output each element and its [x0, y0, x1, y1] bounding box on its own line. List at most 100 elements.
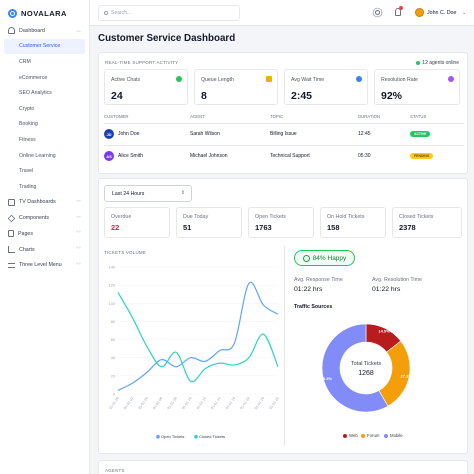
sidebar-nav: Dashboard ︿ Customer Service CRM eCommer… [0, 20, 89, 273]
stat-label: Due Today [183, 214, 209, 220]
chevron-down-icon: ﹀ [75, 247, 81, 254]
search-input[interactable]: Search... [98, 5, 240, 21]
legend-swatch [384, 433, 388, 438]
check-icon [448, 76, 454, 82]
stat-due-today: Due Today 51 [176, 207, 242, 238]
x-tick-label: 01-01 14 [210, 396, 221, 410]
avg-response-value: 01:22 hrs [294, 286, 323, 293]
sidebar-subitem-ecommerce[interactable]: eCommerce [19, 74, 48, 81]
search-placeholder: Search... [111, 10, 132, 16]
cell-topic: Technical Support [270, 153, 310, 159]
metric-value: 2:45 [291, 90, 313, 102]
brand-logo[interactable]: NOVALARA [0, 0, 89, 20]
metric-label: Queue Length [201, 77, 234, 83]
metric-value: 92% [381, 90, 403, 102]
sidebar-item-label: TV Dashboards [19, 199, 56, 206]
chevron-down-icon: ﹀ [75, 215, 81, 222]
y-tick-label: 140 [109, 266, 115, 270]
metric-resolution-rate: Resolution Rate 92% [374, 69, 460, 105]
stat-label: On Hold Tickets [327, 214, 365, 220]
x-tick-label: 01-01 20 [254, 396, 265, 410]
table-divider [104, 145, 464, 146]
bell-icon[interactable] [395, 8, 401, 16]
sidebar-subitem-online-learning[interactable]: Online Learning [19, 152, 56, 159]
y-tick-label: 100 [109, 302, 115, 306]
sidebar-subitem-fitness[interactable]: Fitness [19, 137, 36, 144]
user-avatar[interactable] [415, 8, 424, 17]
agents-online: 12 agents online [416, 60, 459, 66]
series-line-closed-tickets [117, 292, 279, 383]
stat-label: Overdue [111, 214, 132, 220]
chevron-down-icon: ﹀ [75, 199, 81, 206]
y-tick-label: 20 [111, 374, 115, 378]
sidebar-item-label: Components [19, 215, 50, 222]
brand-name: NOVALARA [21, 8, 67, 18]
topbar: Search... John C. Doe ⌄ [90, 0, 474, 26]
legend-item-forum: Forum [361, 433, 379, 438]
cell-customer: Alice Smith [118, 153, 144, 159]
avg-response-label: Avg. Response Time [294, 277, 343, 283]
select-value: Last 24 Hours [112, 190, 145, 197]
sidebar-subitem-crm[interactable]: CRM [19, 59, 31, 66]
metric-label: Active Chats [111, 77, 141, 83]
sidebar-subitem-customer-service[interactable]: Customer Service [4, 38, 85, 55]
time-range-select[interactable]: Last 24 Hours ⇕ [104, 185, 192, 202]
legend-swatch [343, 433, 347, 438]
pages-icon [8, 230, 14, 238]
stat-value: 1763 [255, 223, 272, 232]
sidebar-item-label: Charts [19, 246, 35, 253]
y-tick-label: 80 [111, 320, 115, 324]
legend-item-mobile: Mobile [384, 433, 403, 438]
status-badge: ACTIVE [410, 131, 431, 137]
sidebar-item-three-level-menu[interactable]: Three Level Menu ﹀ [0, 257, 89, 273]
chat-icon [176, 76, 182, 82]
chevron-down-icon[interactable]: ⌄ [462, 10, 467, 16]
stat-on-hold-tickets: On Hold Tickets 158 [320, 207, 386, 238]
sidebar-subitem-travel[interactable]: Travel [19, 168, 34, 175]
legend-label: Mobile [390, 433, 403, 438]
theme-toggle-icon[interactable] [375, 10, 380, 15]
col-status: STATUS [410, 114, 427, 119]
x-tick-label: 01-01 22 [268, 396, 279, 410]
stat-value: 158 [327, 223, 340, 232]
stat-value: 51 [183, 223, 192, 232]
cell-topic: Billing Issue [270, 131, 297, 137]
x-tick-label: 01-01 02 [123, 396, 134, 410]
x-tick-label: 01-01 04 [137, 396, 148, 410]
sidebar-subitem-seo-analytics[interactable]: SEO Analytics [19, 90, 52, 97]
x-tick-label: 01-01 16 [225, 396, 236, 410]
legend-label: Closed Tickets [199, 434, 225, 439]
chevron-up-icon: ︿ [75, 28, 81, 35]
metric-value: 8 [201, 90, 207, 102]
stat-value: 2378 [399, 223, 416, 232]
traffic-sources-title: Traffic Sources [294, 304, 333, 310]
metric-active-chats: Active Chats 24 [104, 69, 188, 105]
cell-customer: John Doe [118, 131, 140, 137]
agents-card: AGENTS [98, 460, 468, 474]
sidebar-item-tv-dashboards[interactable]: TV Dashboards ﹀ [0, 195, 89, 211]
legend-item-web: Web [343, 433, 358, 438]
clock-icon [356, 76, 362, 82]
stat-label: Open Tickets [255, 214, 286, 220]
sidebar-subitem-trading[interactable]: Trading [19, 183, 37, 190]
y-tick-label: 0 [113, 393, 115, 397]
avatar: JD [104, 129, 114, 139]
cell-agent: Sarah Wilson [190, 131, 220, 137]
sidebar-item-dashboard[interactable]: Dashboard ︿ [0, 23, 89, 39]
sidebar-subitem-booking[interactable]: Booking [19, 121, 38, 128]
queue-icon [266, 76, 272, 82]
legend-label: Open Tickets [161, 434, 184, 439]
donut-center-label: Total Tickets [351, 361, 382, 367]
sidebar-item-charts[interactable]: Charts ﹀ [0, 242, 89, 258]
y-tick-label: 120 [109, 284, 115, 288]
slice-label: 14.5% [378, 329, 390, 334]
legend-swatch [194, 434, 198, 439]
user-name[interactable]: John C. Doe [427, 10, 457, 16]
legend-label: Forum [367, 433, 380, 438]
metric-queue-length: Queue Length 8 [194, 69, 278, 105]
legend-swatch [156, 434, 160, 439]
sidebar-item-components[interactable]: Components ﹀ [0, 210, 89, 226]
sidebar-subitem-crypto[interactable]: Crypto [19, 105, 35, 112]
sidebar-item-pages[interactable]: Pages ﹀ [0, 226, 89, 242]
